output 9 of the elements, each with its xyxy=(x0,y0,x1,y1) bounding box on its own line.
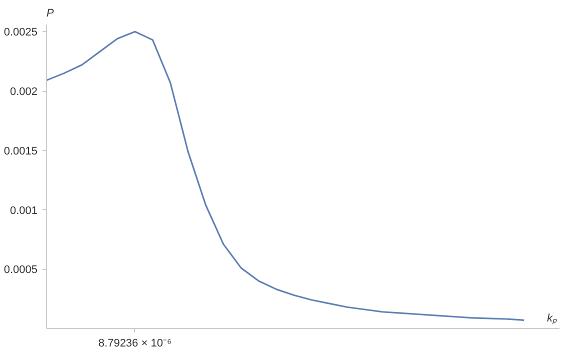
y-tick-label: 0.0005 xyxy=(4,264,38,276)
y-tick-label: 0.002 xyxy=(10,86,38,98)
y-tick-label: 0.001 xyxy=(10,204,38,217)
y-tick-label: 0.0025 xyxy=(4,26,38,39)
line-series xyxy=(46,30,525,321)
x-axis-title: kₚ xyxy=(547,312,558,324)
text: 8.79236 × 10⁻⁶ xyxy=(98,338,172,350)
y-axis-title: P xyxy=(46,8,54,20)
y-tick-label: 0.0015 xyxy=(4,145,38,158)
